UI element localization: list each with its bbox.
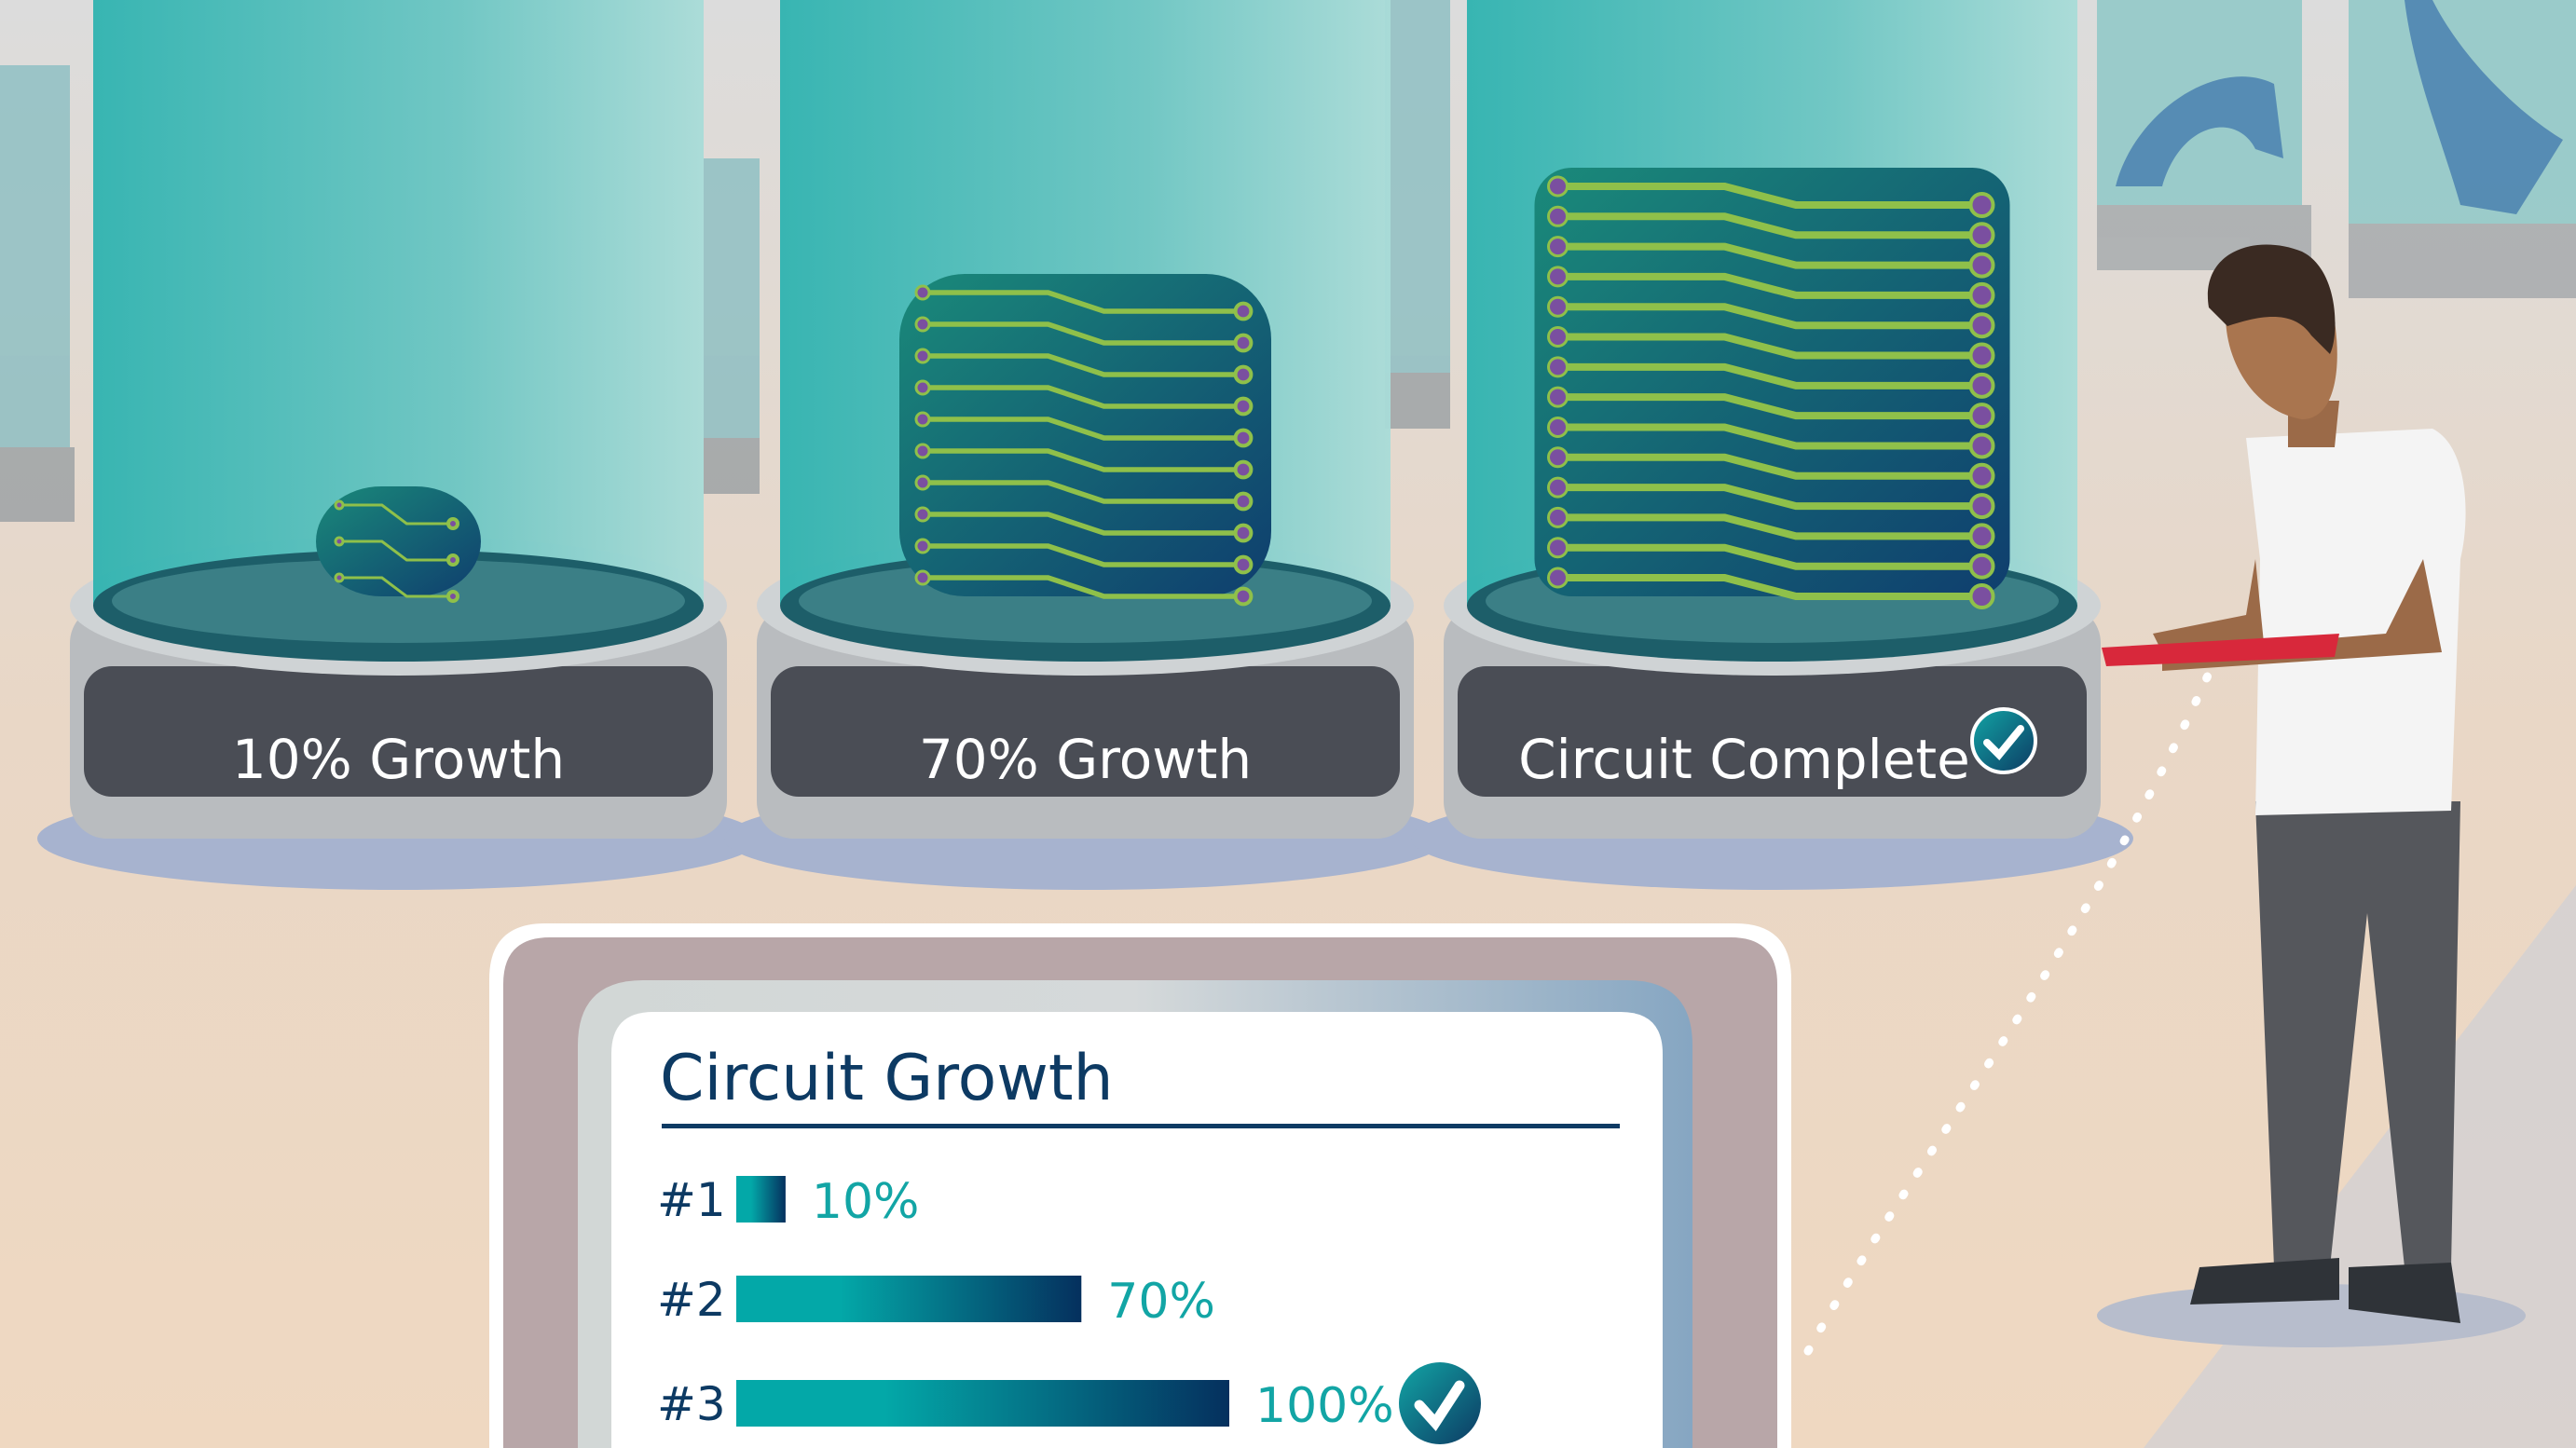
- jar-2: 70% Growth: [724, 0, 1446, 890]
- bar-3: [736, 1380, 1229, 1427]
- chart-title: Circuit Growth: [660, 1042, 1114, 1115]
- label-band: [771, 666, 1400, 797]
- bar-1: [736, 1176, 786, 1223]
- bar-2: [736, 1276, 1082, 1322]
- jar-1: 10% Growth: [37, 0, 760, 890]
- bar-value-label: 10%: [812, 1174, 920, 1230]
- bar-value-label: 100%: [1255, 1378, 1394, 1434]
- dotted-connection: [1803, 648, 2223, 1356]
- background-jars: [0, 0, 2576, 522]
- label-band: [84, 666, 713, 797]
- bar-category-label: #2: [657, 1273, 726, 1327]
- jar-3: Circuit Complete: [1411, 0, 2133, 890]
- bar-category-label: #3: [657, 1377, 726, 1431]
- jar-label: 70% Growth: [919, 728, 1252, 791]
- circuit-board: [316, 486, 481, 596]
- check-circle-icon: [1399, 1362, 1481, 1444]
- person-with-tablet: [2097, 244, 2526, 1347]
- jar-label: Circuit Complete: [1518, 728, 1970, 791]
- bar-value-label: 70%: [1107, 1274, 1215, 1330]
- check-circle-icon: [1970, 707, 2037, 774]
- circuit-growth-panel: Circuit Growth #1 10% #2 70% #3 100%: [489, 923, 1791, 1448]
- label-band: [1458, 666, 2087, 797]
- title-underline: [662, 1124, 1620, 1128]
- jar-label: 10% Growth: [232, 728, 565, 791]
- bar-category-label: #1: [657, 1173, 726, 1227]
